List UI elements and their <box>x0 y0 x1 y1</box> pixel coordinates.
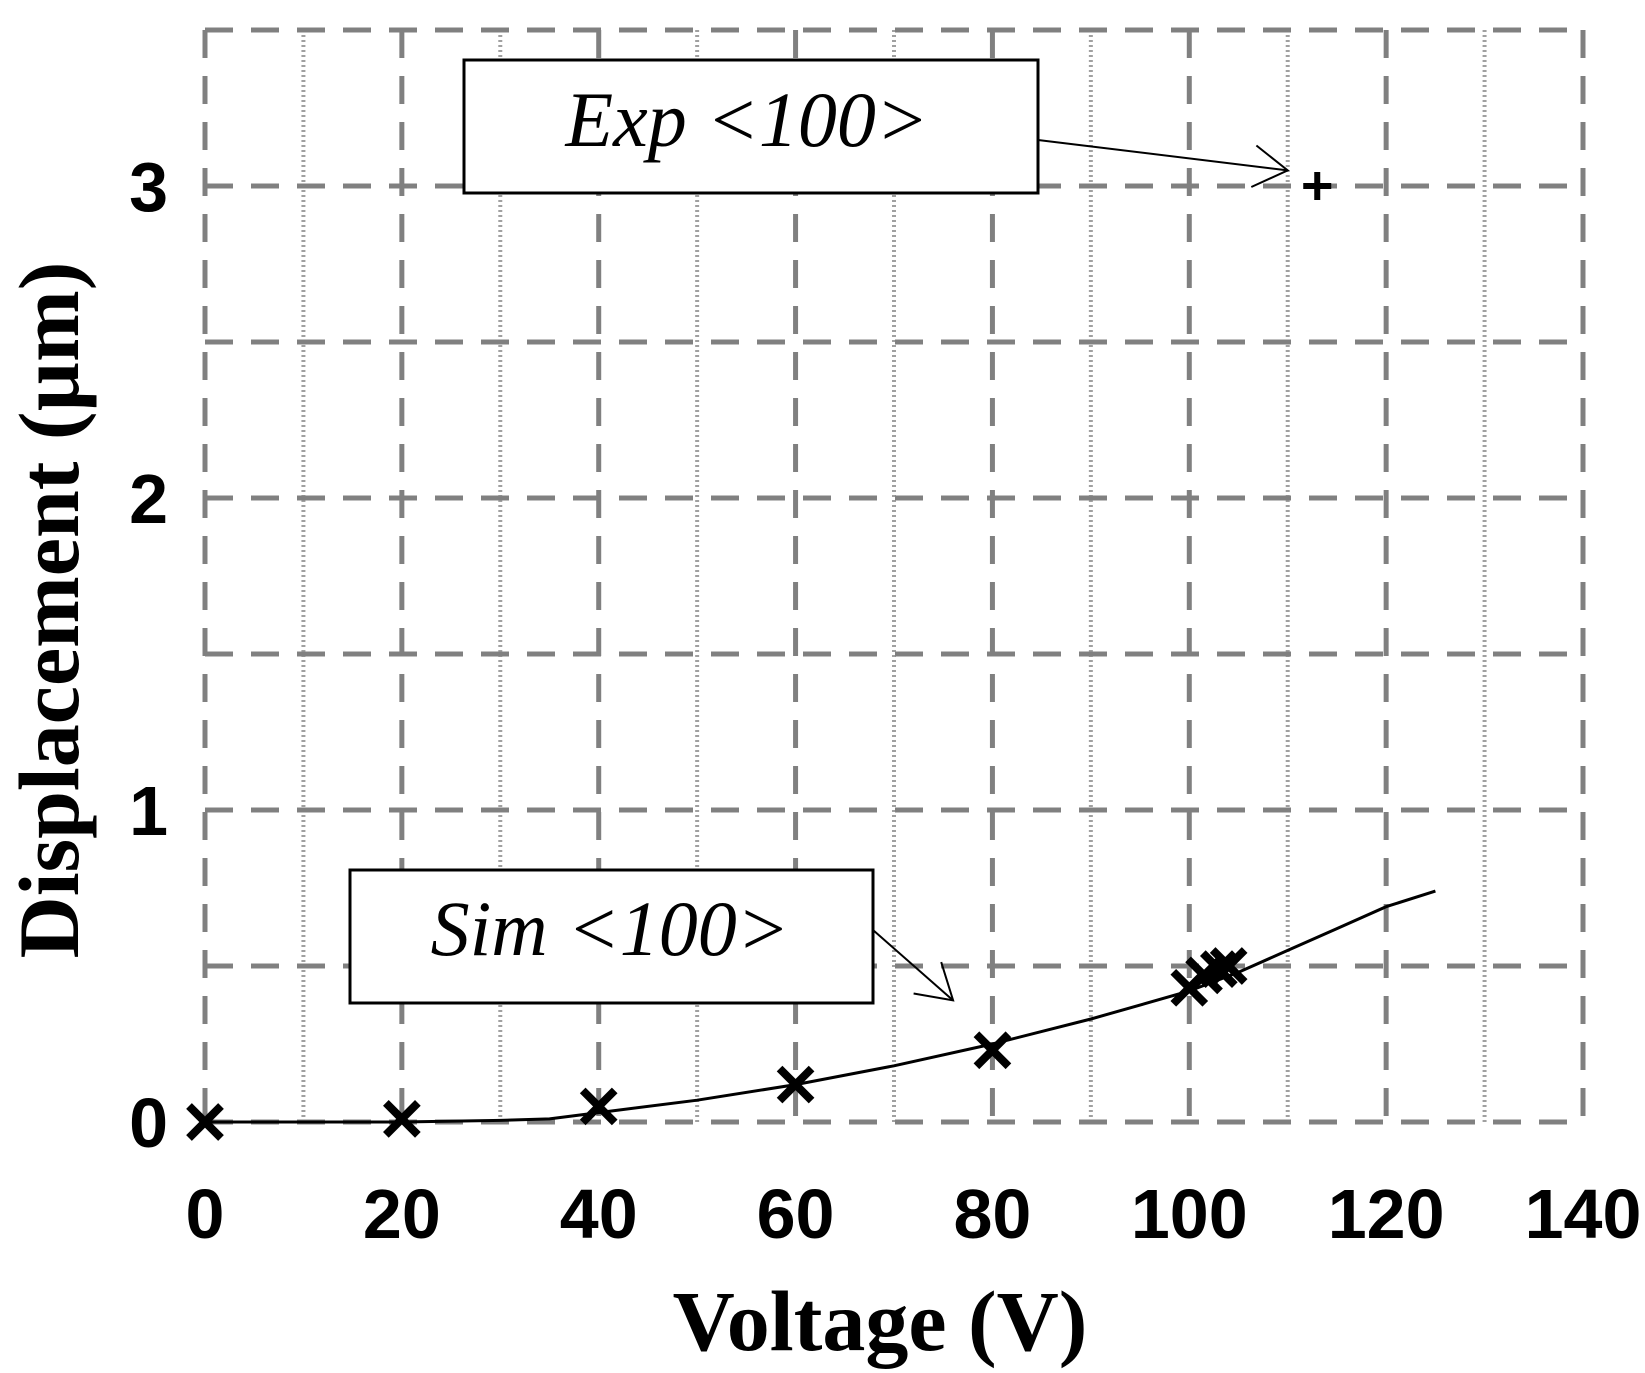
x-tick-label: 0 <box>186 1175 225 1253</box>
x-tick-label: 120 <box>1328 1175 1445 1253</box>
tick-labels: 0 20 40 60 80 100 120 140 0 1 2 3 <box>129 148 1641 1253</box>
sim-arrow-line <box>872 929 954 1002</box>
callouts: Exp <100> Sim <100> <box>348 58 1290 1005</box>
y-tick-label: 0 <box>129 1084 168 1162</box>
sim-marker-stroke <box>383 1100 421 1138</box>
y-axis-title: Displacement (µm) <box>1 262 97 959</box>
sim-callout-arrow <box>872 929 955 1002</box>
exp-arrow-head <box>1250 144 1290 188</box>
exp-callout-label: Exp <100> <box>564 76 928 163</box>
x-tick-label: 80 <box>953 1175 1031 1253</box>
x-axis-title: Voltage (V) <box>673 1273 1088 1369</box>
exp-callout-arrow <box>1037 139 1290 188</box>
sim-curve-line <box>205 889 1436 1124</box>
sim-callout-box <box>348 868 875 1005</box>
sim-marker-x <box>383 1100 421 1138</box>
sim-marker-x <box>186 1103 224 1141</box>
exp-callout: Exp <100> <box>462 58 1290 195</box>
sim-marker-x <box>973 1031 1012 1070</box>
x-tick-label: 40 <box>560 1175 638 1253</box>
sim-marker-stroke <box>1209 947 1248 985</box>
x-tick-label: 20 <box>363 1175 441 1253</box>
sim-callout: Sim <100> <box>348 868 955 1005</box>
exp-marker-plus <box>1303 172 1332 200</box>
grid <box>202 27 1586 1125</box>
y-tick-label: 2 <box>129 460 168 538</box>
x-tick-label: 60 <box>757 1175 835 1253</box>
sim-marker-x <box>1209 947 1248 985</box>
y-tick-label: 1 <box>129 772 168 850</box>
x-tick-label: 140 <box>1525 1175 1642 1253</box>
y-tick-label: 3 <box>129 148 168 226</box>
exp-callout-box <box>462 58 1040 195</box>
sim-marker-stroke <box>776 1065 815 1104</box>
sim-marker-stroke <box>579 1087 618 1126</box>
sim-marker-x <box>579 1087 618 1126</box>
series <box>186 172 1436 1141</box>
sim-marker-stroke <box>973 1031 1012 1070</box>
sim-marker-stroke <box>1199 950 1238 988</box>
sim-marker-x <box>1199 950 1238 988</box>
sim-marker-stroke <box>186 1103 224 1141</box>
sim-callout-label: Sim <100> <box>431 885 790 972</box>
sim-arrow-head <box>913 961 955 1002</box>
x-tick-label: 100 <box>1131 1175 1248 1253</box>
sim-marker-x <box>776 1065 815 1104</box>
exp-arrow-line <box>1037 139 1288 172</box>
